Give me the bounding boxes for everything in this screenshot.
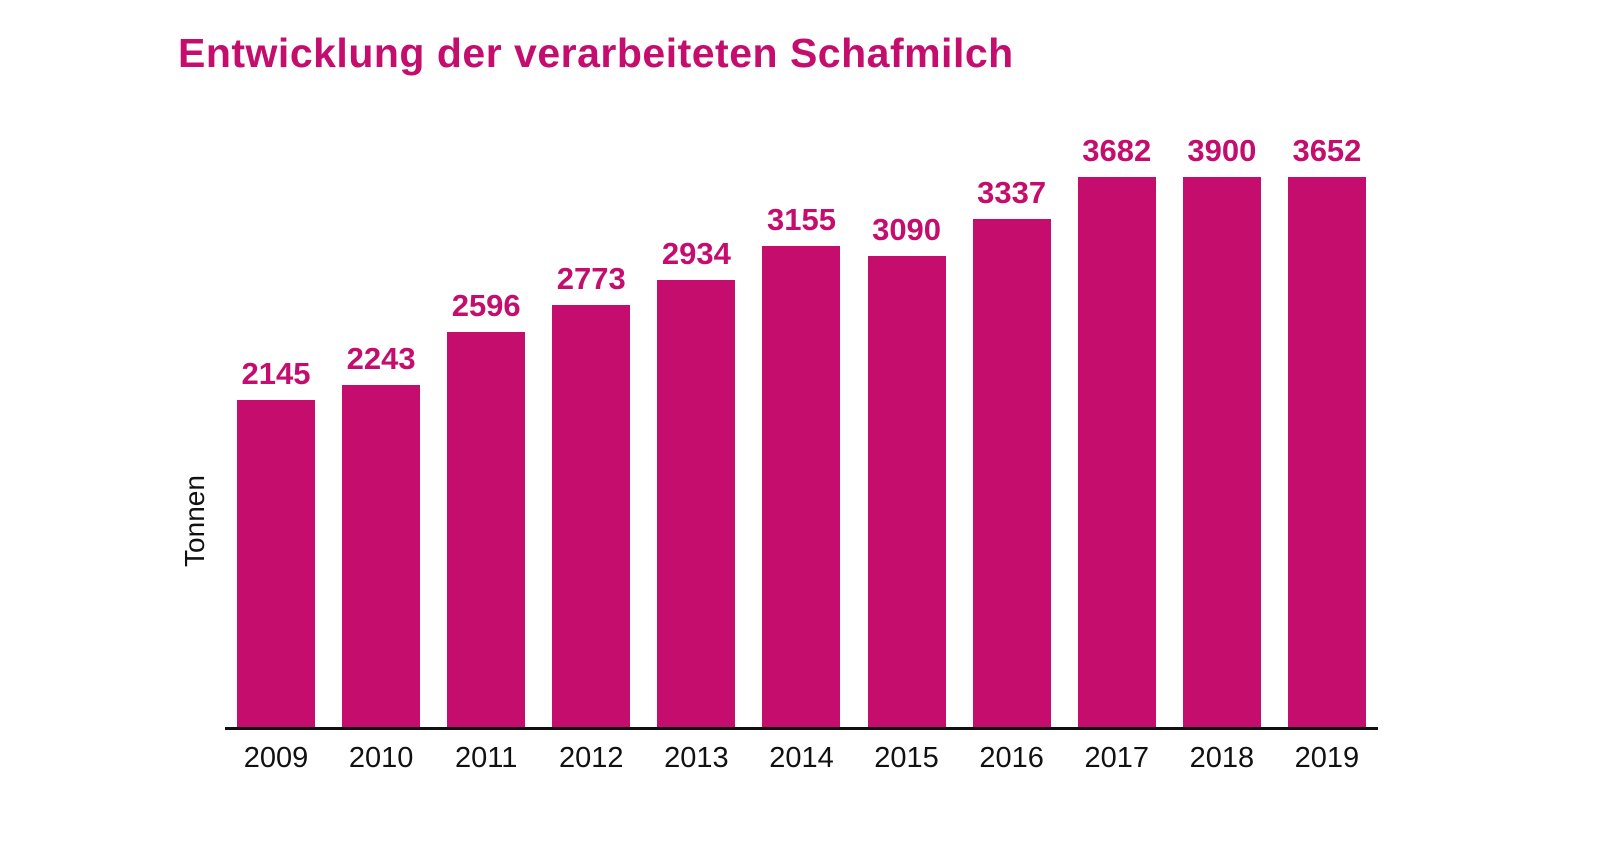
- x-axis-tick-label: 2010: [348, 742, 414, 774]
- bar-chart: 2145 2243 2596 2773 2934 3155 3090 3337 3682 3900…: [225, 133, 1378, 775]
- bar: [1077, 177, 1156, 727]
- chart-title: Entwicklung der verarbeiteten Schafmilch: [178, 30, 1014, 76]
- bar-column: 2934: [657, 133, 736, 727]
- bar-column: 3900: [1182, 133, 1261, 727]
- bar: [972, 218, 1051, 727]
- bar-column: 2773: [552, 133, 631, 727]
- bar-value-label: 3682: [1082, 133, 1152, 168]
- bar-column: 3155: [762, 133, 841, 727]
- bar-value-label: 2596: [451, 287, 521, 323]
- x-axis-labels: 2009 2010 2011 2012 2013 2014 2015 2016 2017 2018…: [225, 742, 1378, 775]
- bar: [657, 280, 736, 727]
- x-axis-tick-label: 2017: [1084, 742, 1149, 774]
- x-axis-tick-label: 2016: [979, 742, 1044, 774]
- bar-column: 3090: [867, 133, 946, 727]
- bar-column: 2596: [447, 133, 526, 727]
- bar-column: 3682: [1077, 133, 1156, 727]
- bar: [1287, 177, 1366, 727]
- y-axis-label: Tonnen: [179, 475, 210, 567]
- bar: [867, 256, 946, 727]
- x-axis-tick-label: 2019: [1294, 742, 1360, 774]
- bar-value-label: 3652: [1292, 133, 1362, 168]
- bar-column: 3652: [1287, 133, 1366, 727]
- x-axis-tick-label: 2015: [874, 742, 939, 774]
- x-axis-tick-label: 2012: [559, 742, 624, 774]
- bar-column: 2243: [342, 133, 421, 727]
- bar-value-label: 3090: [872, 212, 942, 248]
- bar-value-label: 3337: [977, 174, 1047, 210]
- bar: [1182, 177, 1261, 727]
- bar-value-label: 2243: [346, 341, 416, 377]
- bar-value-label: 3155: [766, 202, 836, 238]
- x-axis-tick-label: 2018: [1189, 742, 1255, 774]
- plot-area: 2145 2243 2596 2773 2934 3155 3090 3337 3682 3900…: [225, 133, 1378, 730]
- bar: [342, 385, 421, 727]
- x-axis-tick-label: 2013: [664, 742, 729, 774]
- bar: [447, 331, 526, 727]
- bar-value-label: 2934: [661, 236, 731, 272]
- bar: [552, 304, 631, 727]
- bar: [237, 400, 315, 727]
- bar: [762, 246, 841, 727]
- bar-value-label: 3900: [1187, 133, 1257, 168]
- x-axis-tick-label: 2014: [769, 742, 834, 774]
- bar-column: 2145: [237, 133, 315, 727]
- bar-value-label: 2773: [556, 260, 626, 296]
- x-axis-tick-label: 2009: [243, 742, 309, 774]
- x-axis-tick-label: 2011: [455, 742, 518, 774]
- bar-column: 3337: [972, 133, 1051, 727]
- bar-value-label: 2145: [241, 356, 311, 392]
